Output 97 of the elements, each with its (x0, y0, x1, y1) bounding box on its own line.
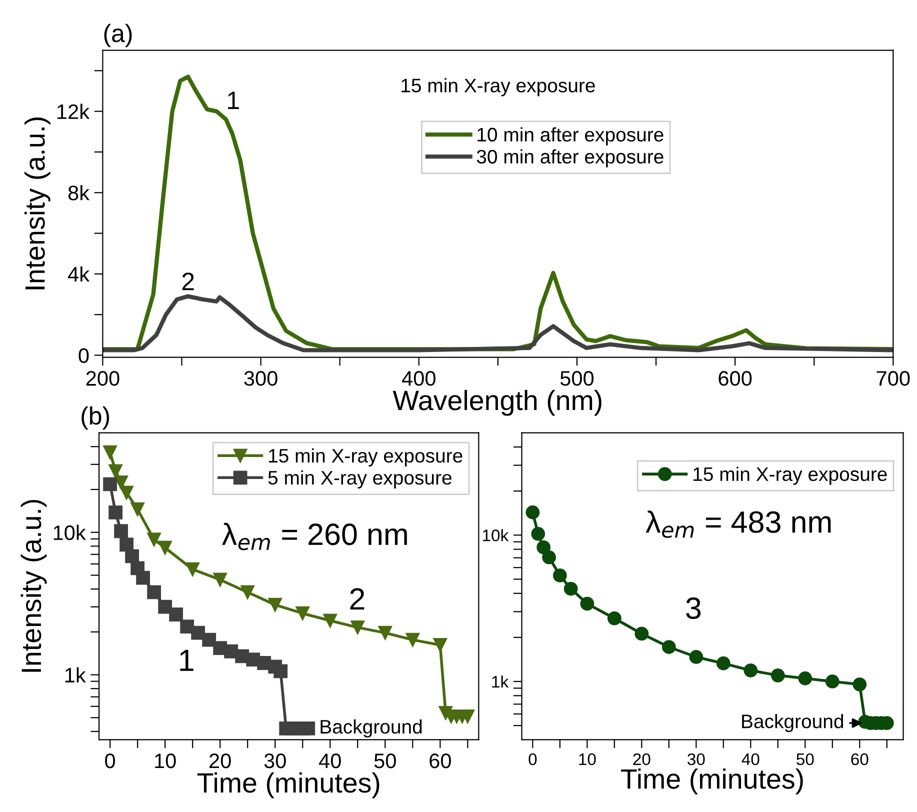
x-tick-label: 60 (851, 753, 868, 766)
chart-title: (a) (104, 24, 132, 48)
x-tick-label: 600 (718, 371, 752, 386)
x-tick-label: 300 (244, 371, 278, 386)
y-tick-label: 4k (68, 266, 90, 282)
point (531, 526, 546, 541)
x-tick-label: 0 (105, 753, 116, 768)
line-series (102, 294, 894, 352)
point (716, 656, 730, 670)
point (564, 582, 578, 596)
point (103, 445, 117, 460)
point (120, 486, 134, 500)
point (125, 549, 139, 564)
point (662, 640, 676, 654)
chart-title: (b) (82, 406, 110, 430)
legend-label: 10 min after exposure (478, 127, 664, 146)
x-axis-title: Time (minutes) (621, 768, 803, 794)
point (689, 650, 704, 664)
point (406, 632, 420, 647)
x-tick-label: 200 (86, 371, 120, 386)
y-tick-label: 8k (68, 185, 90, 200)
point (186, 562, 200, 576)
annotation: 3 (686, 597, 701, 620)
point (350, 620, 365, 634)
point (798, 671, 812, 686)
y-tick-label: 1k (492, 675, 509, 688)
annotation: 1 (228, 92, 239, 109)
legend-label: 15 min X-ray exposure (269, 448, 462, 466)
point (213, 572, 228, 587)
annotation: 2 (350, 588, 364, 610)
y-tick-label: 12k (58, 104, 90, 119)
annotation: Background (742, 714, 844, 732)
point (158, 540, 172, 555)
y-axis-title: Intensity (a.u.) (24, 118, 50, 290)
x-tick-label: 10 (579, 753, 596, 766)
point (634, 626, 649, 641)
y-tick-label: 10k (482, 529, 509, 542)
point (114, 524, 128, 538)
point (130, 502, 144, 516)
x-tick-label: 50 (796, 753, 814, 766)
point (744, 663, 758, 678)
x-tick-label: 20 (633, 753, 650, 766)
point (378, 626, 392, 640)
x-tick-label: 30 (688, 753, 705, 766)
y-tick-label: 0 (78, 348, 89, 363)
point (158, 600, 172, 614)
point (770, 668, 785, 682)
annotation: 2 (182, 272, 194, 290)
legend-label: 30 min after exposure (476, 149, 664, 168)
y-axis-title: Intensity (a.u.) (20, 500, 47, 672)
annotation: Background (320, 719, 422, 738)
x-tick-label: 500 (560, 371, 594, 386)
point (526, 505, 540, 520)
x-axis-title: Wavelength (nm) (392, 390, 602, 416)
y-tick-label: 1k (65, 667, 86, 682)
point (108, 505, 122, 520)
point (240, 585, 255, 600)
point (169, 608, 184, 622)
x-tick-label: 20 (210, 753, 231, 768)
point (147, 585, 161, 600)
x-tick-label: 10 (155, 753, 176, 768)
point (580, 596, 594, 611)
point (433, 638, 448, 652)
point (552, 568, 567, 582)
point (542, 550, 556, 564)
annotation: λ$_{em}$ = 483 nm (646, 510, 831, 538)
x-tick-label: 50 (374, 753, 396, 768)
point (191, 626, 206, 640)
point (296, 606, 310, 620)
annotation: λ$_{em}$ = 260 nm (222, 522, 407, 550)
point (268, 598, 282, 612)
point (103, 477, 117, 492)
annotation: 15 min X-ray exposure (402, 78, 595, 96)
x-tick-label: 400 (402, 371, 436, 386)
x-tick-label: 700 (876, 371, 910, 386)
legend-label: 15 min X-ray exposure (694, 466, 887, 485)
point (120, 538, 134, 552)
x-tick-label: 60 (430, 753, 451, 768)
point (202, 632, 216, 647)
point (852, 677, 867, 692)
point (274, 664, 288, 678)
y-tick-label: 10k (54, 524, 86, 540)
point (825, 674, 840, 688)
point (323, 614, 338, 628)
point (147, 532, 161, 547)
point (108, 464, 122, 478)
point (536, 540, 551, 554)
annotation: 1 (180, 650, 194, 671)
x-tick-label: 0 (528, 753, 537, 766)
x-tick-label: 30 (264, 753, 286, 768)
point (301, 722, 316, 736)
x-axis-title: Time (minutes) (197, 772, 380, 798)
legend-label: 5 min X-ray exposure (268, 470, 452, 488)
point (136, 570, 150, 585)
x-tick-label: 40 (742, 753, 760, 766)
point (607, 611, 622, 626)
x-tick-label: 40 (319, 753, 341, 768)
